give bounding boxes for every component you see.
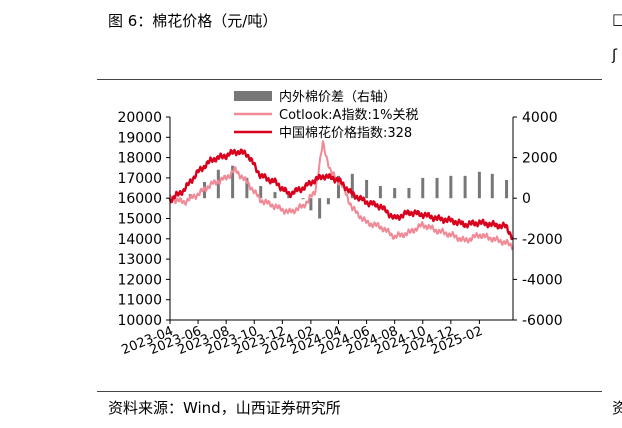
adjacent-page-text-middle: ʃ — [612, 46, 618, 64]
right-tick-label: -4000 — [522, 272, 563, 288]
legend-swatch-bar — [234, 91, 272, 101]
spread-bar — [365, 179, 369, 199]
spread-bar — [287, 194, 291, 199]
spread-bar — [216, 169, 220, 199]
spread-bar — [231, 165, 235, 199]
legend-label: 内外棉价差（右轴） — [279, 89, 396, 105]
left-tick-label: 12000 — [117, 272, 162, 288]
right-tick-label: -2000 — [522, 232, 563, 248]
left-tick-label: 13000 — [117, 252, 162, 268]
spread-bar — [259, 186, 263, 199]
spread-bar — [337, 175, 341, 199]
top-rule — [97, 79, 602, 80]
right-tick-label: 0 — [522, 191, 531, 207]
spread-bar — [477, 171, 481, 199]
figure-title: 图 6：棉花价格（元/吨） — [108, 12, 278, 30]
left-tick-label: 18000 — [117, 151, 162, 167]
spread-bar — [301, 198, 305, 200]
right-tick-label: 4000 — [522, 110, 558, 126]
left-tick-label: 11000 — [117, 293, 162, 309]
spread-bar — [318, 198, 322, 219]
price-lines — [168, 140, 514, 251]
spread-bar — [435, 177, 439, 199]
adjacent-page-text-top: □ — [612, 10, 622, 28]
axes — [166, 116, 517, 324]
spread-bar — [449, 175, 453, 199]
bottom-rule — [97, 391, 602, 392]
tick-labels: 10000 11000 12000 13000 14000 15000 16000 17000… — [117, 110, 562, 358]
spread-bar — [407, 188, 411, 199]
spread-bar — [245, 177, 249, 199]
spread-bar — [326, 198, 330, 205]
spread-bar — [421, 177, 425, 199]
source-note: 资料来源：Wind，山西证券研究所 — [108, 399, 341, 417]
legend-label: Cotlook:A指数:1%关税 — [279, 108, 418, 123]
legend-label: 中国棉花价格指数:328 — [279, 125, 412, 141]
left-tick-label: 15000 — [117, 212, 162, 228]
spread-bar — [505, 179, 509, 199]
series-line — [168, 148, 514, 241]
spread-bar — [273, 192, 277, 199]
spread-bars — [168, 165, 509, 219]
right-tick-label: -6000 — [522, 313, 563, 329]
spread-bar — [309, 198, 313, 211]
right-tick-label: 2000 — [522, 151, 558, 167]
adjacent-page-text-bottom: 资 — [612, 399, 622, 417]
left-tick-label: 14000 — [117, 232, 162, 248]
left-tick-label: 10000 — [117, 313, 162, 329]
left-tick-label: 20000 — [117, 110, 162, 126]
spread-bar — [393, 188, 397, 199]
spread-bar — [490, 173, 494, 199]
left-tick-label: 17000 — [117, 171, 162, 187]
spread-bar — [378, 186, 382, 199]
left-tick-label: 16000 — [117, 191, 162, 207]
spread-bar — [463, 175, 467, 199]
left-tick-label: 19000 — [117, 130, 162, 146]
spread-bar — [350, 173, 354, 199]
